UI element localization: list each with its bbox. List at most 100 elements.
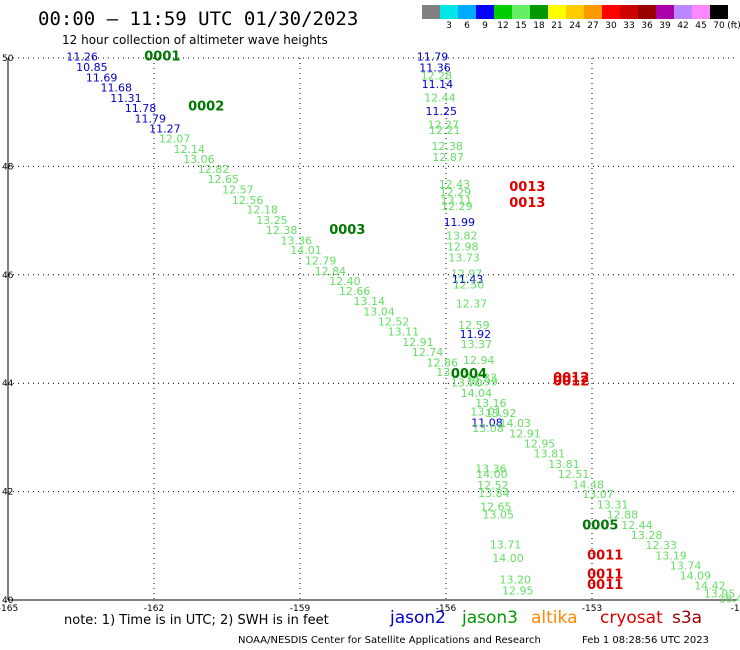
wave-height-value: 13.06: [183, 153, 215, 166]
wave-height-value: 12.44: [621, 519, 653, 532]
satellite-legend-item: s3a: [672, 608, 703, 628]
legend-swatch: [656, 5, 674, 19]
footer-timestamp: Feb 1 08:28:56 UTC 2023: [582, 635, 709, 646]
lon-tick-label: -162: [144, 604, 164, 614]
wave-height-value: 13.28: [631, 529, 663, 542]
legend-swatch: [512, 5, 530, 19]
legend-swatch: [710, 5, 728, 19]
wave-height-value: 12.87: [432, 151, 464, 164]
wave-height-value: 14.04: [461, 387, 493, 400]
legend-label: 18: [533, 21, 545, 31]
wave-height-value: 12.44: [424, 91, 456, 104]
lat-tick-label: 44: [2, 379, 14, 389]
pass-number-label: 0011: [587, 567, 623, 582]
wave-height-value: 11.69: [86, 71, 118, 84]
wave-height-value: 11.43: [452, 273, 484, 286]
wave-height-value: 13.84: [478, 487, 510, 500]
wave-height-value: 14.00: [492, 552, 524, 565]
legend-label: 36: [641, 21, 653, 31]
wave-height-value: 13.95: [704, 587, 736, 600]
wave-height-value: 12.99: [466, 375, 498, 388]
lon-tick-label: -15: [731, 604, 740, 614]
wave-height-value: 13.20: [500, 574, 532, 587]
legend-label: 12: [497, 21, 509, 31]
legend-label: 27: [587, 21, 599, 31]
legend-label: 70: [713, 21, 725, 31]
wave-height-value: 11.14: [422, 78, 454, 91]
legend-label: 39: [659, 21, 671, 31]
wave-height-value: 13.33: [465, 372, 497, 385]
wave-height-value: 12.56: [232, 194, 264, 207]
legend-swatch: [476, 5, 494, 19]
satellite-legend-item: jason2: [390, 608, 446, 628]
lon-tick-label: -153: [582, 604, 602, 614]
wave-height-value: 12.79: [305, 255, 337, 268]
legend-label: 24: [569, 21, 581, 31]
lon-tick-label: -159: [290, 604, 311, 614]
wave-height-value: 12.29: [440, 186, 472, 199]
wave-height-value: 13.73: [448, 251, 480, 264]
wave-height-value: 12.95: [524, 438, 556, 451]
wave-height-value: 12.82: [198, 163, 230, 176]
page-title: 00:00 — 11:59 UTC 01/30/2023: [38, 8, 359, 30]
wave-height-value: 14.48: [573, 478, 605, 491]
wave-height-value: 13.01: [470, 406, 502, 419]
legend-swatch: [422, 5, 440, 19]
wave-height-value: 13.19: [655, 549, 687, 562]
wave-height-value: 12.65: [480, 501, 512, 514]
wave-height-value: 11.31: [110, 92, 142, 105]
legend-label: 33: [623, 21, 635, 31]
legend-swatch: [674, 5, 692, 19]
wave-height-value: 11.26: [66, 51, 98, 64]
wave-height-value: 11.68: [100, 82, 132, 95]
wave-height-value: 12.66: [339, 285, 371, 298]
wave-height-value: 13.07: [582, 488, 614, 501]
wave-height-value: 12.40: [329, 275, 361, 288]
legend-unit: (ft): [727, 21, 740, 31]
note-text: note: 1) Time is in UTC; 2) SWH is in fe…: [64, 613, 329, 628]
legend-label: 3: [446, 21, 452, 31]
wave-height-value: 11.25: [426, 105, 458, 118]
wave-height-value: 11.79: [417, 51, 449, 64]
wave-height-value: 12.98: [447, 240, 479, 253]
wave-height-value: 10.85: [76, 61, 108, 74]
color-scale-labels: 3 6 9 12 15 18 21 24 27 30 33 36 39 42 45 70 (ft): [422, 21, 740, 33]
wave-height-value: 12.38: [431, 140, 463, 153]
wave-height-value: 13.11: [441, 194, 473, 207]
page-subtitle: 12 hour collection of altimeter wave hei…: [62, 33, 328, 47]
pass-number-label: 0004: [451, 367, 487, 382]
wave-height-value: 13.31: [597, 498, 629, 511]
wave-height-value: 13.36: [281, 234, 313, 247]
legend-label: 9: [482, 21, 488, 31]
wave-height-value: 11.27: [149, 122, 181, 135]
wave-height-value: 12.52: [378, 316, 410, 329]
legend-swatch: [620, 5, 638, 19]
wave-height-value: 16.40: [719, 593, 740, 606]
satellite-legend-item: altika: [531, 608, 578, 628]
legend-swatch: [494, 5, 512, 19]
wave-height-value: 12.07: [159, 133, 191, 146]
pass-number-label: 0012: [553, 371, 589, 386]
wave-height-value: 12.59: [458, 319, 490, 332]
wave-height-value: 14.09: [680, 569, 712, 582]
legend-label: 30: [605, 21, 617, 31]
lon-tick-label: -165: [0, 604, 18, 614]
legend-swatch: [458, 5, 476, 19]
lat-tick-label: 42: [2, 488, 13, 498]
wave-height-value: 12.51: [558, 468, 590, 481]
wave-height-value: 12.43: [439, 178, 471, 191]
lat-tick-label: 46: [2, 271, 14, 281]
pass-number-label: 0012: [553, 374, 589, 389]
wave-height-value: 11.36: [419, 62, 451, 75]
legend-swatch: [638, 5, 656, 19]
satellite-legend-item: cryosat: [600, 608, 663, 628]
wave-height-value: 13.04: [363, 305, 395, 318]
footer-credit: NOAA/NESDIS Center for Satellite Applica…: [238, 635, 541, 646]
wave-height-value: 13.36: [475, 463, 507, 476]
legend-swatch: [530, 5, 548, 19]
wave-height-value: 12.91: [509, 427, 541, 440]
wave-height-value: 12.95: [502, 585, 534, 598]
wave-height-value: 12.37: [456, 297, 488, 310]
wave-height-value: 12.14: [173, 143, 205, 156]
